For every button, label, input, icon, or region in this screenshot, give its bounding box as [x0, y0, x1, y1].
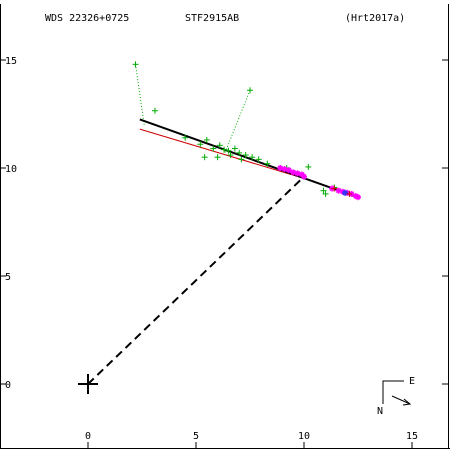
orbit-line [139, 118, 361, 200]
y-tick-label: 5 [5, 272, 11, 283]
observation-point [320, 187, 327, 194]
node-dashed-line [87, 175, 305, 385]
observation-point [285, 167, 292, 174]
compass-axes [382, 380, 404, 404]
observation-point [247, 87, 253, 94]
observation-point [238, 156, 245, 163]
observation-point [225, 147, 232, 154]
x-tick-label: 10 [298, 431, 310, 442]
observation-point [242, 152, 249, 159]
compass-east-label: E [409, 376, 415, 387]
observation-point [182, 134, 189, 141]
observation-point [264, 160, 271, 167]
axis-tick-labels: 0 5 10 15 0 5 10 15 [5, 56, 418, 442]
observation-point [151, 107, 158, 114]
reference-label: (Hrt2017a) [345, 13, 405, 24]
y-tick-label: 0 [5, 380, 11, 391]
observation-point [214, 154, 221, 161]
x-tick-label: 15 [406, 431, 418, 442]
observation-point [255, 156, 262, 163]
compass-indicator: E N [377, 376, 415, 417]
wds-id-label: WDS 22326+0725 [45, 13, 129, 24]
plot-frame [0, 4, 450, 449]
alt-orbit-line [139, 128, 302, 179]
observation-point [210, 145, 217, 152]
observation-point [227, 152, 234, 159]
discoverer-label: STF2915AB [185, 13, 239, 24]
observation-point [249, 154, 256, 161]
plot-lines [87, 64, 361, 385]
x-tick-label: 0 [85, 431, 91, 442]
observation-point [322, 190, 329, 197]
observation-point [231, 145, 238, 152]
compass-arrow-shaft [391, 395, 411, 405]
observation-points [132, 61, 361, 201]
observation-point [346, 190, 353, 197]
observation-point [355, 194, 361, 201]
compass-north-label: N [377, 406, 383, 417]
observation-point [305, 163, 312, 170]
observation-point [290, 169, 297, 176]
observation-point [236, 149, 243, 156]
observation-point [197, 141, 204, 148]
observation-point [221, 146, 228, 153]
axis-ticks [0, 59, 448, 448]
observation-point [294, 170, 301, 177]
observation-point [132, 61, 139, 68]
observation-point [201, 154, 208, 161]
observation-point [331, 185, 338, 192]
observation-point [301, 173, 307, 180]
primary-star-marker [78, 374, 98, 394]
compass-arrow-head [402, 398, 412, 406]
observation-point [203, 136, 210, 143]
observation-point [216, 142, 223, 149]
x-tick-label: 5 [193, 431, 199, 442]
y-tick-label: 15 [5, 56, 17, 67]
y-tick-label: 10 [5, 164, 17, 175]
residual-line [135, 64, 145, 125]
